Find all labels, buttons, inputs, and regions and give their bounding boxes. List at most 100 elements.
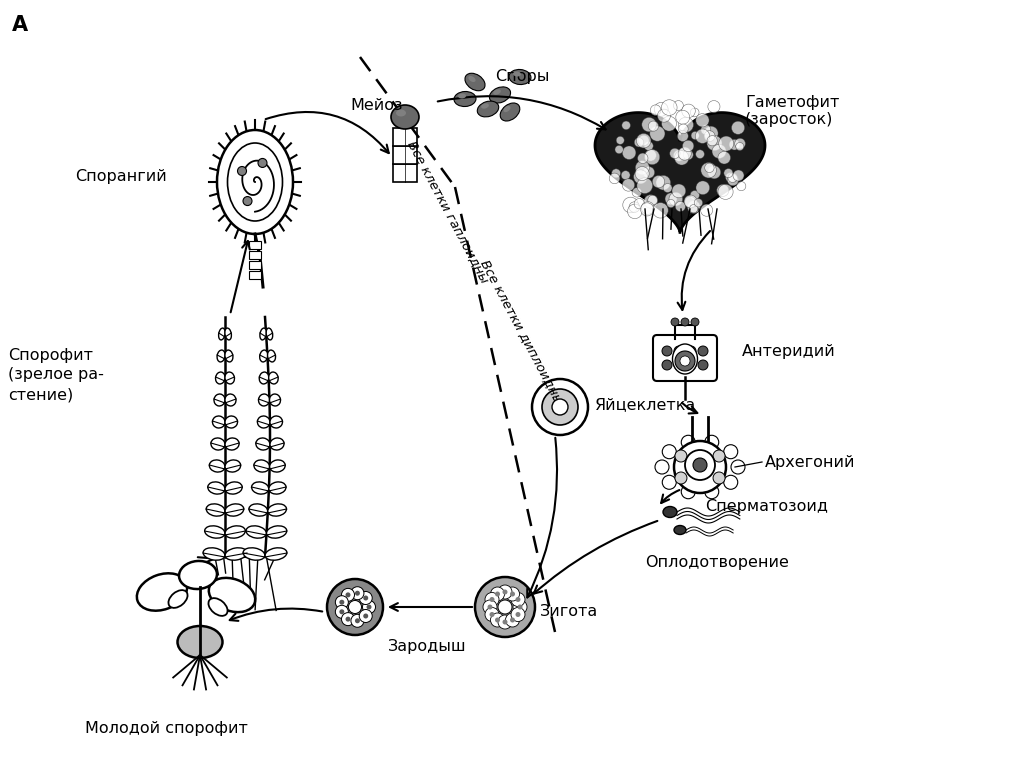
Text: Споры: Споры <box>495 70 549 84</box>
Circle shape <box>690 108 699 117</box>
Circle shape <box>641 202 654 215</box>
Circle shape <box>680 356 690 366</box>
Circle shape <box>351 614 364 627</box>
Circle shape <box>736 182 745 191</box>
Circle shape <box>485 607 499 621</box>
Circle shape <box>667 199 675 208</box>
Ellipse shape <box>243 548 265 560</box>
Circle shape <box>616 137 625 144</box>
Circle shape <box>665 193 677 205</box>
Bar <box>249 241 261 249</box>
Ellipse shape <box>504 106 511 112</box>
Circle shape <box>506 613 519 627</box>
Circle shape <box>681 485 695 499</box>
Circle shape <box>506 587 519 601</box>
Circle shape <box>498 600 512 614</box>
Circle shape <box>348 601 361 614</box>
Circle shape <box>698 360 708 370</box>
Circle shape <box>335 605 348 618</box>
Circle shape <box>367 604 372 610</box>
Ellipse shape <box>179 561 217 589</box>
Circle shape <box>705 163 714 173</box>
Ellipse shape <box>673 344 697 374</box>
Circle shape <box>708 100 720 113</box>
Circle shape <box>681 318 689 326</box>
Ellipse shape <box>260 350 267 362</box>
Circle shape <box>510 591 515 597</box>
Circle shape <box>503 590 508 594</box>
Circle shape <box>498 615 512 629</box>
Circle shape <box>678 148 688 158</box>
Circle shape <box>717 184 729 196</box>
Ellipse shape <box>209 578 255 612</box>
Circle shape <box>517 604 522 610</box>
Circle shape <box>676 110 690 124</box>
Circle shape <box>684 195 697 208</box>
Ellipse shape <box>267 350 275 362</box>
Ellipse shape <box>208 482 225 494</box>
Circle shape <box>662 100 677 116</box>
Circle shape <box>637 178 652 193</box>
Ellipse shape <box>509 70 531 84</box>
Ellipse shape <box>205 526 225 538</box>
Circle shape <box>359 610 373 623</box>
Circle shape <box>727 175 738 186</box>
Circle shape <box>679 124 688 133</box>
Circle shape <box>513 600 527 614</box>
Circle shape <box>635 160 649 175</box>
Circle shape <box>642 117 656 132</box>
Circle shape <box>643 166 654 178</box>
Ellipse shape <box>225 460 241 472</box>
Ellipse shape <box>674 441 726 493</box>
Bar <box>249 261 261 269</box>
Circle shape <box>609 173 620 184</box>
Circle shape <box>628 204 642 219</box>
Ellipse shape <box>137 573 187 611</box>
Ellipse shape <box>269 394 281 406</box>
Circle shape <box>637 133 651 148</box>
Ellipse shape <box>225 438 240 450</box>
Text: Архегоний: Архегоний <box>765 455 855 469</box>
Ellipse shape <box>217 350 225 362</box>
Circle shape <box>632 188 642 197</box>
Circle shape <box>693 458 707 472</box>
Ellipse shape <box>168 590 187 608</box>
Circle shape <box>662 360 672 370</box>
Circle shape <box>489 612 495 617</box>
FancyBboxPatch shape <box>393 146 417 164</box>
Circle shape <box>670 148 680 159</box>
Circle shape <box>341 613 354 626</box>
Circle shape <box>495 617 500 623</box>
Circle shape <box>542 389 578 425</box>
Circle shape <box>675 201 685 212</box>
Circle shape <box>694 199 702 207</box>
Ellipse shape <box>225 504 244 516</box>
Text: Молодой спорофит: Молодой спорофит <box>85 722 248 736</box>
Ellipse shape <box>177 626 222 658</box>
Circle shape <box>648 196 657 205</box>
Circle shape <box>653 202 669 218</box>
Circle shape <box>705 436 719 449</box>
Circle shape <box>644 141 653 150</box>
Circle shape <box>552 399 568 415</box>
Circle shape <box>623 179 635 191</box>
Text: Антеридий: Антеридий <box>742 344 836 360</box>
Text: Сперматозоид: Сперматозоид <box>705 499 828 515</box>
Ellipse shape <box>465 74 485 91</box>
Circle shape <box>686 346 696 356</box>
Text: Мейоз: Мейоз <box>350 97 402 113</box>
Circle shape <box>682 140 694 152</box>
Text: Яйцеклетка: Яйцеклетка <box>595 397 696 413</box>
Ellipse shape <box>218 328 225 340</box>
Ellipse shape <box>674 525 686 535</box>
Circle shape <box>687 200 700 213</box>
Circle shape <box>705 130 715 142</box>
Circle shape <box>663 476 676 489</box>
Ellipse shape <box>211 438 225 450</box>
Circle shape <box>475 577 535 637</box>
Circle shape <box>674 150 685 161</box>
Circle shape <box>644 195 657 208</box>
Circle shape <box>345 617 350 621</box>
Ellipse shape <box>203 548 225 560</box>
Circle shape <box>495 591 500 597</box>
